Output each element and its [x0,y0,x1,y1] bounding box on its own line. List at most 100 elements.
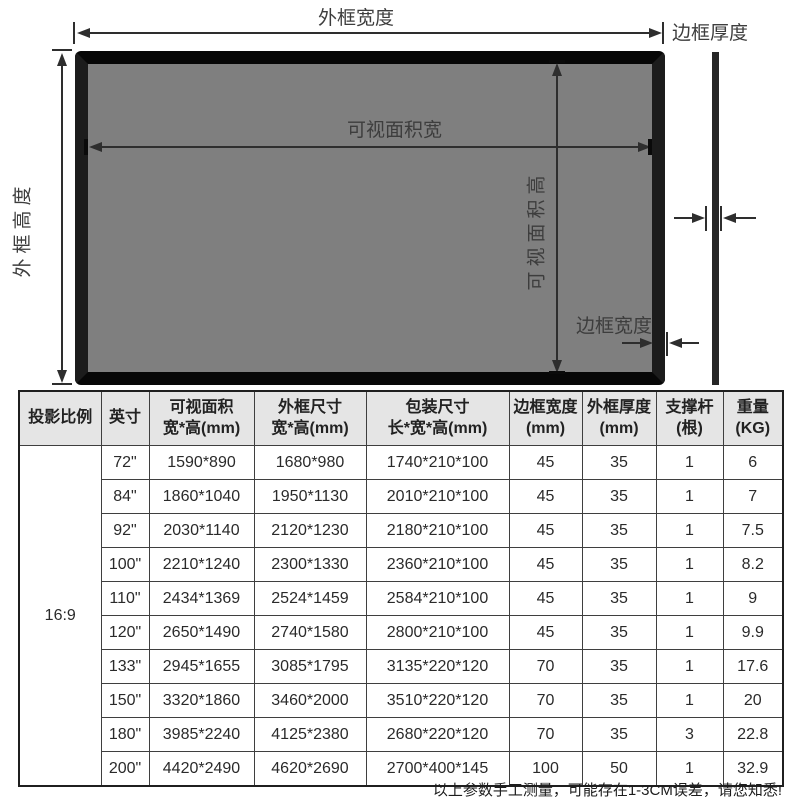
dim-line [674,217,692,219]
cell-frame: 1950*1130 [253,479,367,514]
cell-inch: 150" [100,683,150,718]
cell-visible: 2650*1490 [148,615,255,650]
arrowhead-down-icon [552,360,562,373]
cell-visible: 2945*1655 [148,649,255,684]
col-header-rods: 支撑杆 (根) [655,390,724,446]
arrowhead-right-icon [692,213,705,223]
dim-tick [52,49,72,51]
visible-width-label: 可视面积宽 [347,120,443,141]
frame-thickness-label: 边框厚度 [672,23,749,44]
dim-tick [720,206,722,231]
cell-package: 2180*210*100 [365,513,510,548]
table-row: 84" 1860*1040 1950*1130 2010*210*100 45 … [19,479,784,514]
dim-line-outer-height [61,65,63,371]
cell-package: 2680*220*120 [365,717,510,752]
dim-line-visible-height [556,75,558,361]
table-row: 110" 2434*1369 2524*1459 2584*210*100 45… [19,581,784,616]
col-header-visible: 可视面积 宽*高(mm) [148,390,255,446]
outer-height-label: 外框高度 [12,181,34,278]
visible-height-label: 可视面积高 [526,170,548,291]
table-row: 100" 2210*1240 2300*1330 2360*210*100 45… [19,547,784,582]
cell-inch: 100" [100,547,150,582]
dim-tick [73,22,75,44]
header-row: 投影比例 英寸 可视面积 宽*高(mm) 外框尺寸 宽*高(mm) 包装尺寸 长*宽*… [18,390,784,446]
cell-visible: 1860*1040 [148,479,255,514]
cell-frame: 2300*1330 [253,547,367,582]
cell-frame: 2740*1580 [253,615,367,650]
measurement-note: 以上参数手工测量，可能存在1-3CM误差，请您知悉! [432,782,782,799]
cell-thickness: 35 [581,479,657,514]
cell-thickness: 35 [581,547,657,582]
table-row: 150" 3320*1860 3460*2000 3510*220*120 70… [19,683,784,718]
dim-tick [52,383,72,385]
dim-line-visible-width [101,146,639,148]
cell-rods: 1 [655,547,724,582]
cell-package: 2360*210*100 [365,547,510,582]
dim-line-outer-width [90,32,650,34]
cell-weight: 32.9 [722,751,784,787]
arrowhead-left-icon [723,213,736,223]
arrowhead-left-icon [89,142,102,152]
col-header-border: 边框宽度 (mm) [508,390,583,446]
table-row: 92" 2030*1140 2120*1230 2180*210*100 45 … [19,513,784,548]
cell-weight: 17.6 [722,649,784,684]
outer-width-label: 外框宽度 [318,8,395,29]
cell-rods: 1 [655,649,724,684]
cell-border: 45 [508,581,583,616]
cell-weight: 9.9 [722,615,784,650]
cell-inch: 92" [100,513,150,548]
cell-visible: 2030*1140 [148,513,255,548]
cell-rods: 1 [655,479,724,514]
cell-weight: 9 [722,581,784,616]
cell-border: 70 [508,717,583,752]
arrowhead-up-icon [552,63,562,76]
spec-table: 投影比例 英寸 可视面积 宽*高(mm) 外框尺寸 宽*高(mm) 包装尺寸 长*宽*… [18,390,784,787]
dim-tick [84,139,88,155]
arrowhead-up-icon [57,53,67,66]
col-header-thickness: 外框厚度 (mm) [581,390,657,446]
cell-visible: 3320*1860 [148,683,255,718]
cell-inch: 110" [100,581,150,616]
cell-visible: 2434*1369 [148,581,255,616]
col-header-weight: 重量 (KG) [722,390,784,446]
cell-package: 2010*210*100 [365,479,510,514]
cell-visible: 4420*2490 [148,751,255,787]
dim-line [622,342,640,344]
cell-rods: 1 [655,615,724,650]
cell-frame: 4620*2690 [253,751,367,787]
cell-thickness: 35 [581,683,657,718]
cell-border: 45 [508,479,583,514]
dim-tick [662,22,664,44]
cell-border: 100 [508,751,583,787]
cell-inch: 180" [100,717,150,752]
cell-inch: 72" [100,445,150,480]
table-row: 120" 2650*1490 2740*1580 2800*210*100 45… [19,615,784,650]
dim-tick [549,371,565,374]
cell-rods: 1 [655,513,724,548]
cell-frame: 3460*2000 [253,683,367,718]
cell-inch: 84" [100,479,150,514]
cell-inch: 120" [100,615,150,650]
cell-package: 3135*220*120 [365,649,510,684]
table-row: 133" 2945*1655 3085*1795 3135*220*120 70… [19,649,784,684]
cell-rods: 1 [655,445,724,480]
arrowhead-right-icon [638,142,651,152]
arrowhead-left-icon [669,338,682,348]
cell-weight: 7.5 [722,513,784,548]
border-width-label: 边框宽度 [576,316,653,337]
cell-package: 2584*210*100 [365,581,510,616]
cell-weight: 22.8 [722,717,784,752]
cell-package: 2700*400*145 [365,751,510,787]
dim-tick [666,332,668,356]
arrowhead-right-icon [649,28,662,38]
dim-line [682,342,699,344]
cell-visible: 1590*890 [148,445,255,480]
cell-visible: 2210*1240 [148,547,255,582]
ratio-cell: 16:9 [18,445,102,787]
arrowhead-left-icon [77,28,90,38]
cell-frame: 4125*2380 [253,717,367,752]
cell-thickness: 35 [581,445,657,480]
cell-thickness: 35 [581,615,657,650]
dim-line [736,217,756,219]
